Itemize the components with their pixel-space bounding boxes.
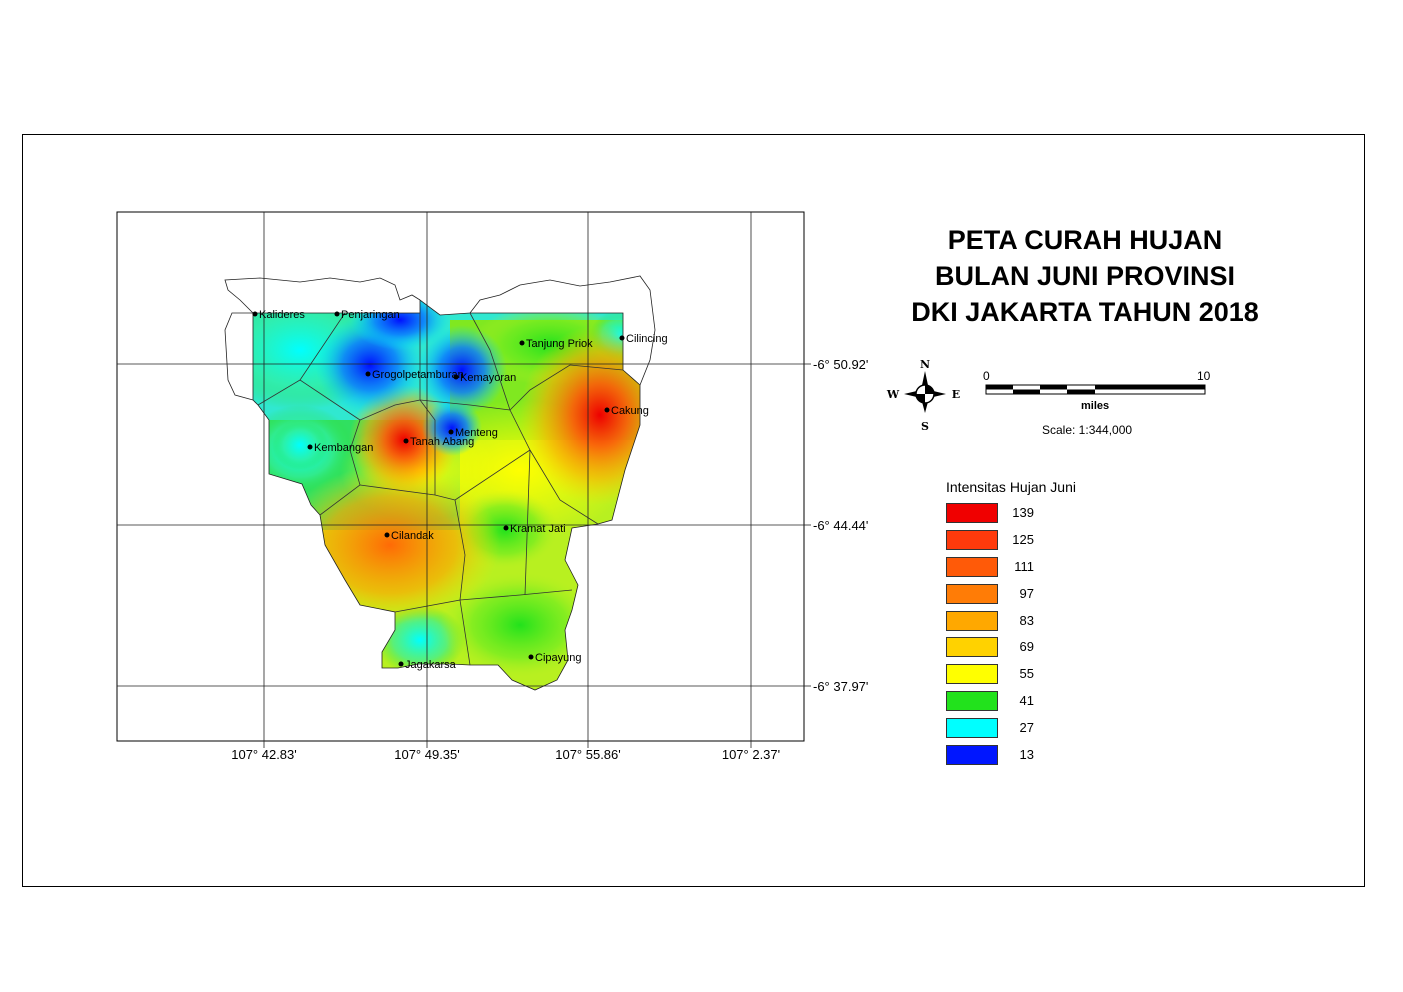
legend-swatch [946,637,998,657]
station-marker [448,429,454,435]
station-marker [403,438,409,444]
legend-value: 97 [1019,586,1034,601]
station-label: Cilincing [626,333,668,345]
title-line: DKI JAKARTA TAHUN 2018 [911,297,1259,327]
station-label: Kemayoran [460,372,516,384]
station-label: Kramat Jati [510,523,566,535]
station-label: Jagakarsa [405,659,457,671]
legend-swatch [946,503,998,523]
station-marker [604,407,610,413]
scale-bar [985,384,1206,395]
station-marker [252,311,258,317]
legend-value: 27 [1019,720,1034,735]
station-label: Cilandak [391,530,434,542]
station-label: Tanjung Priok [526,338,593,350]
scale-text: Scale: 1:344,000 [1042,423,1133,437]
graticule [117,212,811,748]
station-label: Cakung [611,405,649,417]
legend-swatch [946,718,998,738]
lon-label: 107° 2.37' [722,747,780,762]
legend-value: 139 [1012,505,1034,520]
scale-start: 0 [983,369,990,383]
compass-s: S [921,420,929,433]
station-label: Penjaringan [341,309,400,321]
legend-swatch [946,691,998,711]
station-marker [307,444,313,450]
legend-swatch [946,745,998,765]
lon-label: 107° 42.83' [231,747,297,762]
station-marker [384,532,390,538]
scale-end: 10 [1197,369,1211,383]
legend-swatch [946,584,998,604]
station-marker [619,335,625,341]
legend-swatch [946,557,998,577]
legend-swatch [946,611,998,631]
legend-value: 69 [1019,639,1034,654]
station-marker [398,661,404,667]
station-label: Kalideres [259,309,305,321]
legend-value: 125 [1012,532,1034,547]
station-label: Tanah Abang [410,436,474,448]
legend-value: 83 [1019,613,1034,628]
legend-value: 41 [1019,693,1034,708]
station-layer: Kalideres Penjaringan Tanjung Priok Cili… [252,309,668,671]
legend-value: 55 [1019,666,1034,681]
station-label: Menteng [455,427,498,439]
north-arrow-icon: N S E W [886,358,960,433]
scale-unit: miles [1081,400,1110,412]
station-marker [453,374,459,380]
compass-w: W [886,388,900,401]
layout-frame [22,134,1365,887]
station-marker [519,340,525,346]
lat-label: -6° 50.92' [813,357,868,372]
map-title: PETA CURAH HUJAN BULAN JUNI PROVINSI DKI… [870,222,1300,330]
lat-label: -6° 37.97' [813,679,868,694]
lon-label: 107° 49.35' [394,747,460,762]
station-marker [365,371,371,377]
province-boundary [252,299,641,691]
coastline [224,275,656,401]
station-label: Grogolpetamburan [372,369,464,381]
lat-label: -6° 44.44' [813,518,868,533]
title-line: BULAN JUNI PROVINSI [934,261,1236,291]
legend-value: 13 [1019,747,1034,762]
compass-n: N [920,358,930,371]
legend-title: Intensitas Hujan Juni [946,479,1076,495]
compass-e: E [952,388,960,401]
title-line: PETA CURAH HUJAN [947,225,1223,255]
station-label: Kembangan [314,442,373,454]
station-marker [503,525,509,531]
station-label: Cipayung [535,652,581,664]
station-marker [528,654,534,660]
lon-label: 107° 55.86' [555,747,621,762]
station-marker [334,311,340,317]
thiessen-polygons [257,312,624,666]
legend-value: 111 [1014,559,1034,574]
legend-swatch [946,664,998,684]
legend-swatch [946,530,998,550]
